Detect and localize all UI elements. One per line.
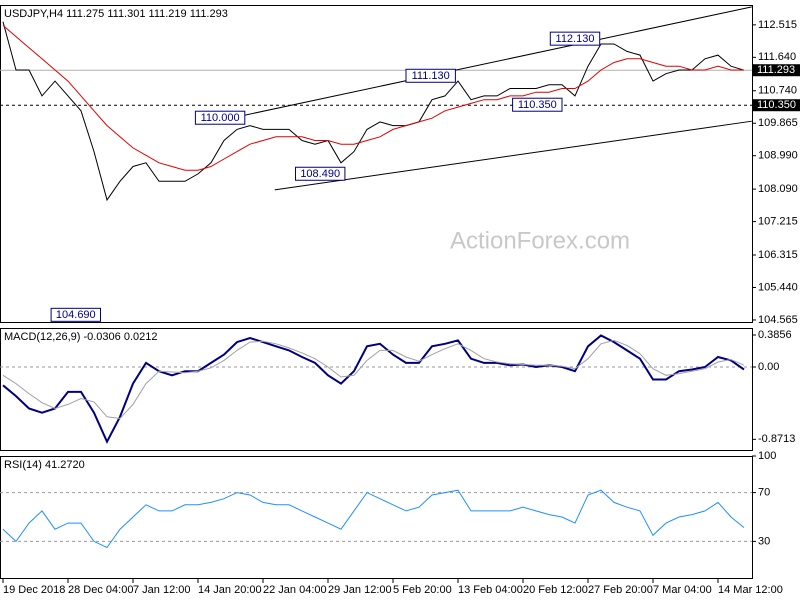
x-tick-label: 27 Feb 20:00 [588, 584, 653, 596]
price-panel-frame [0, 5, 753, 323]
x-tick-label: 19 Dec 2018 [3, 584, 65, 596]
y-tick-label: 105.440 [758, 281, 798, 293]
y-tick-label: 106.315 [758, 249, 798, 261]
last-price-label: 111.293 [757, 64, 795, 76]
x-tick-label: 13 Feb 04:00 [458, 584, 523, 596]
watermark: ActionForex.com [450, 227, 630, 254]
trend-line [230, 6, 752, 119]
y-tick-label: 112.515 [758, 19, 797, 31]
y-tick-label: 0.00 [758, 361, 779, 373]
panel-title: RSI(14) 41.2720 [4, 459, 85, 471]
x-tick-label: 7 Mar 04:00 [653, 584, 712, 596]
last-price-box [753, 64, 800, 77]
y-tick-label: 108.090 [758, 183, 798, 195]
series-line [2, 21, 745, 202]
trend-line [274, 120, 752, 191]
price-annotation: 112.130 [556, 33, 595, 45]
price-annotation: 110.000 [201, 112, 240, 124]
price-annotation: 110.350 [518, 99, 557, 111]
price-annotation: 108.490 [300, 168, 340, 180]
x-tick-label: 14 Jan 20:00 [198, 584, 262, 596]
price-annotation-box [512, 97, 563, 112]
y-tick-label: 107.215 [758, 215, 798, 227]
y-tick-label: 104.565 [758, 314, 798, 326]
price-annotation: 111.130 [412, 70, 450, 82]
horizontal-line-label: 110.350 [757, 99, 796, 111]
price-annotation-box [194, 110, 246, 125]
x-tick-label: 29 Jan 12:00 [328, 584, 392, 596]
x-tick-label: 7 Jan 12:00 [133, 584, 191, 596]
rsi-panel-frame [0, 456, 753, 579]
y-tick-label: 110.740 [758, 85, 797, 97]
x-tick-label: 14 Mar 12:00 [718, 584, 783, 596]
y-tick-label: 108.990 [758, 150, 798, 162]
y-tick-label: 70 [758, 487, 770, 499]
y-tick-label: -0.8713 [758, 433, 795, 445]
price-annotation-box [50, 307, 101, 322]
series-line [2, 25, 744, 171]
y-tick-label: 111.640 [758, 51, 796, 63]
price-annotation-box [295, 166, 346, 181]
y-tick-label: 109.865 [758, 117, 798, 129]
price-annotation-box [549, 31, 601, 46]
x-tick-label: 20 Feb 12:00 [523, 584, 588, 596]
x-tick-label: 28 Dec 04:00 [68, 584, 133, 596]
horizontal-line-box [753, 99, 800, 112]
panel-title: MACD(12,26,9) -0.0306 0.0212 [4, 331, 157, 343]
y-tick-label: 30 [758, 535, 770, 547]
y-tick-label: 0.3856 [758, 329, 792, 341]
panel-title: USDJPY,H4 111.275 111.301 111.219 111.29… [4, 8, 228, 20]
price-annotation: 104.690 [56, 309, 96, 321]
price-annotation-box [405, 68, 456, 83]
y-tick-label: 100 [758, 450, 776, 462]
series-line [2, 339, 745, 420]
series-line [2, 334, 745, 444]
macd-panel-frame [0, 328, 753, 451]
series-line [2, 489, 745, 549]
x-tick-label: 5 Feb 20:00 [393, 584, 452, 596]
x-tick-label: 22 Jan 04:00 [263, 584, 327, 596]
